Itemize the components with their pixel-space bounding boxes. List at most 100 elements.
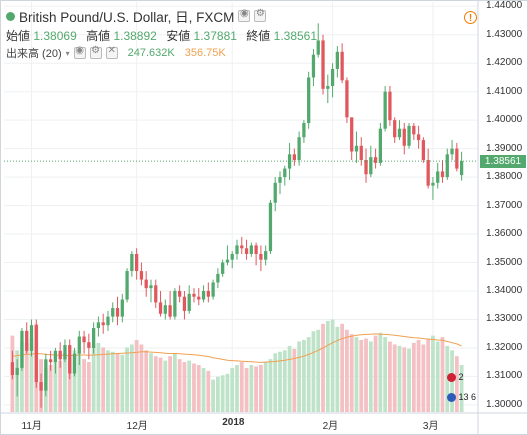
candle xyxy=(149,279,153,303)
alert-icon[interactable]: ! xyxy=(464,11,477,24)
candle-body xyxy=(216,273,220,283)
candle-body xyxy=(139,271,144,280)
event-badge-b[interactable]: 13 6 xyxy=(447,392,477,403)
volume-legend: 出来高 (20) ▾ ◉ ⚙ ✕ 247.632K 356.75K xyxy=(6,45,226,61)
candle-body xyxy=(259,253,263,260)
eye-icon[interactable]: ◉ xyxy=(73,45,86,59)
candle-body xyxy=(173,290,177,317)
volume-bar xyxy=(392,344,397,412)
volume-bar xyxy=(235,365,239,412)
settings-icon[interactable]: ⚙ xyxy=(89,45,102,59)
candle-body xyxy=(431,182,435,186)
candle-body xyxy=(34,325,38,383)
candle xyxy=(330,63,335,98)
candle-body xyxy=(378,128,383,163)
candle xyxy=(115,296,120,326)
candle-body xyxy=(383,91,387,129)
candle xyxy=(154,279,158,309)
price-tick-label: 1.30000 xyxy=(486,398,523,410)
candle-body xyxy=(264,251,268,260)
chevron-down-icon[interactable]: ▾ xyxy=(65,48,70,58)
volume-bar xyxy=(278,351,282,412)
volume-bar xyxy=(292,348,297,412)
close-icon[interactable]: ✕ xyxy=(105,45,118,59)
candle xyxy=(402,123,406,155)
candle-body xyxy=(445,154,449,178)
volume-bar xyxy=(268,359,273,412)
candle-body xyxy=(230,253,234,260)
volume-bars xyxy=(10,319,464,412)
volume-bar xyxy=(426,338,431,412)
price-tick-label: 1.43000 xyxy=(486,28,523,40)
volume-bar xyxy=(383,337,388,412)
candle-body xyxy=(421,140,426,161)
volume-bar xyxy=(144,350,149,412)
volume-bar xyxy=(163,360,168,412)
candle xyxy=(350,117,354,161)
candle-body xyxy=(87,342,91,348)
volume-bar xyxy=(120,354,125,412)
event-count-b: 13 6 xyxy=(458,392,477,402)
candle xyxy=(173,288,177,320)
candle-body xyxy=(244,248,249,254)
candle xyxy=(431,177,435,200)
candle xyxy=(297,131,301,166)
volume-bar xyxy=(20,341,24,412)
candle-body xyxy=(63,345,67,360)
volume-bar xyxy=(340,323,345,412)
volume-bar xyxy=(149,353,153,412)
current-price-label: 1.38561 xyxy=(480,154,526,168)
volume-bar xyxy=(359,340,364,412)
volume-bar xyxy=(106,350,110,412)
candle xyxy=(373,148,378,169)
candle xyxy=(125,268,129,303)
volume-bar xyxy=(354,337,359,412)
symbol-header: British Pound/U.S. Dollar, 日, FXCM ◉ ⚙ xyxy=(6,5,267,27)
candle-body xyxy=(135,253,139,272)
candle-body xyxy=(292,154,296,161)
volume-bar xyxy=(172,353,177,412)
candle-body xyxy=(311,54,316,78)
candle xyxy=(459,151,464,181)
candle-body xyxy=(340,51,344,81)
candle xyxy=(393,117,397,143)
candle xyxy=(72,347,77,377)
settings-icon[interactable]: ⚙ xyxy=(254,8,267,22)
volume-bar xyxy=(206,370,211,412)
volume-bar xyxy=(244,367,249,412)
candle-body xyxy=(335,51,339,69)
candle-body xyxy=(197,296,201,300)
candlesticks xyxy=(10,23,464,408)
candle xyxy=(144,271,148,297)
event-badge-a[interactable]: 2 xyxy=(447,372,464,383)
volume-bar xyxy=(168,356,172,412)
candle xyxy=(63,339,67,363)
candle xyxy=(445,148,449,180)
low-value: 1.37881 xyxy=(193,29,237,43)
eye-icon[interactable]: ◉ xyxy=(238,8,251,22)
candle xyxy=(34,319,38,388)
candle-body xyxy=(115,308,120,317)
volume-bar xyxy=(77,351,82,412)
candle xyxy=(388,85,392,126)
candle-body xyxy=(302,123,306,138)
volume-bar xyxy=(215,376,220,412)
price-tick-label: 1.38000 xyxy=(486,171,523,183)
candle-body xyxy=(249,245,253,254)
candle-body xyxy=(182,296,187,311)
candle-body xyxy=(192,293,196,297)
time-tick-label: 2月 xyxy=(322,421,339,432)
candle-body xyxy=(297,137,301,161)
volume-bar xyxy=(225,373,230,412)
candle xyxy=(82,330,86,354)
volume-bar xyxy=(96,342,101,412)
candle-body xyxy=(158,302,163,314)
candle xyxy=(111,302,115,323)
candle-body xyxy=(211,282,215,297)
price-tick-label: 1.41000 xyxy=(486,85,523,97)
close-label: 終値 xyxy=(246,29,271,43)
volume-bar xyxy=(335,326,340,412)
candle-body xyxy=(393,120,397,138)
volume-bar xyxy=(125,347,129,412)
